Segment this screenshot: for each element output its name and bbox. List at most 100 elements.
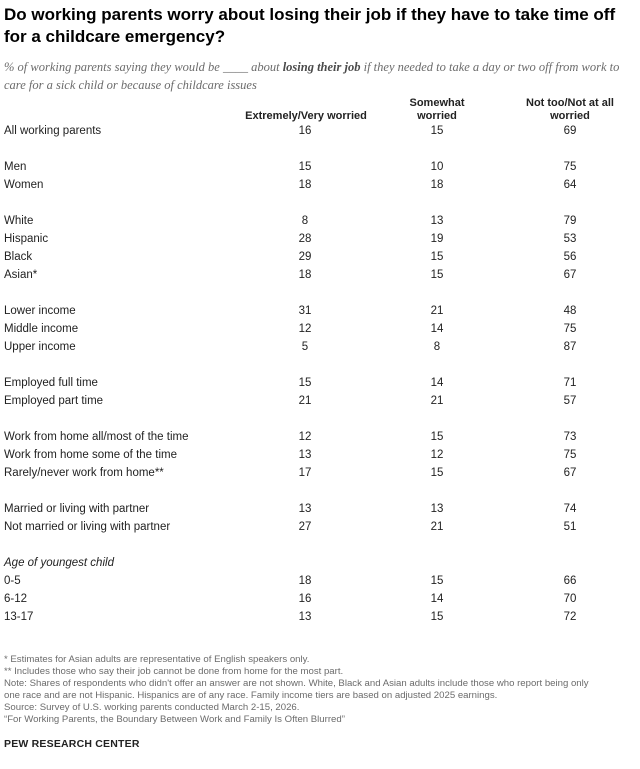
value-cell: 48 xyxy=(563,305,577,317)
value-cell: 14 xyxy=(430,377,444,389)
value-cell: 15 xyxy=(430,611,444,623)
group-label: Age of youngest child xyxy=(4,557,114,569)
value-cell: 29 xyxy=(298,251,312,263)
value-cell: 19 xyxy=(430,233,444,245)
column-header-extremely-very: Extremely/Very worried xyxy=(245,110,367,122)
value-cell: 8 xyxy=(301,215,309,227)
table-row: Hispanic 28 19 53 xyxy=(0,230,640,248)
value-cell: 14 xyxy=(430,593,444,605)
value-cell: 13 xyxy=(430,503,444,515)
value-cell: 14 xyxy=(430,323,444,335)
value-cell: 21 xyxy=(298,395,312,407)
row-label: Married or living with partner xyxy=(4,503,150,515)
value-cell: 13 xyxy=(298,449,312,461)
row-label: 13-17 xyxy=(4,611,34,623)
table-row: Asian* 18 15 67 xyxy=(0,266,640,284)
table-row: Work from home all/most of the time 12 15 7… xyxy=(0,428,640,446)
value-cell: 75 xyxy=(563,449,577,461)
source-line: Source: Survey of U.S. working parents c… xyxy=(4,702,300,713)
subtitle-after: if they needed to take a day or two off … xyxy=(4,60,620,92)
table-row: Men 15 10 75 xyxy=(0,158,640,176)
value-cell: 18 xyxy=(298,269,312,281)
table-row: Work from home some of the time 13 12 75 xyxy=(0,446,640,464)
value-cell: 69 xyxy=(563,125,577,137)
table-row: Upper income 5 8 87 xyxy=(0,338,640,356)
row-label: Black xyxy=(4,251,33,263)
value-cell: 15 xyxy=(430,251,444,263)
subtitle-before: % of working parents saying they would b… xyxy=(4,60,283,74)
table-row: Lower income 31 21 48 xyxy=(0,302,640,320)
row-label: Rarely/never work from home** xyxy=(4,467,164,479)
footnote-asian: * Estimates for Asian adults are represe… xyxy=(4,654,310,665)
value-cell: 15 xyxy=(430,125,444,137)
value-cell: 21 xyxy=(430,521,444,533)
row-label: Lower income xyxy=(4,305,76,317)
value-cell: 5 xyxy=(301,341,309,353)
table-row: All working parents 16 15 69 xyxy=(0,122,640,140)
table-row: 6-12 16 14 70 xyxy=(0,590,640,608)
value-cell: 16 xyxy=(298,125,312,137)
value-cell: 53 xyxy=(563,233,577,245)
row-label: Employed full time xyxy=(4,377,98,389)
value-cell: 87 xyxy=(563,341,577,353)
value-cell: 18 xyxy=(298,575,312,587)
value-cell: 16 xyxy=(298,593,312,605)
value-cell: 71 xyxy=(563,377,577,389)
value-cell: 27 xyxy=(298,521,312,533)
value-cell: 57 xyxy=(563,395,577,407)
value-cell: 15 xyxy=(430,575,444,587)
value-cell: 31 xyxy=(298,305,312,317)
chart-title: Do working parents worry about losing th… xyxy=(4,5,616,46)
row-label: Work from home all/most of the time xyxy=(4,431,189,443)
note-line-2: one race and are not Hispanic. Hispanics… xyxy=(4,690,498,701)
table-row: 13-17 13 15 72 xyxy=(0,608,640,626)
footnotes: * Estimates for Asian adults are represe… xyxy=(4,654,636,726)
value-cell: 70 xyxy=(563,593,577,605)
table-row: Black 29 15 56 xyxy=(0,248,640,266)
value-cell: 18 xyxy=(430,179,444,191)
value-cell: 73 xyxy=(563,431,577,443)
row-label: Employed part time xyxy=(4,395,104,407)
value-cell: 67 xyxy=(563,269,577,281)
table-row: Women 18 18 64 xyxy=(0,176,640,194)
value-cell: 10 xyxy=(430,161,444,173)
row-label: Middle income xyxy=(4,323,79,335)
table-row: Not married or living with partner 27 21 51 xyxy=(0,518,640,536)
value-cell: 67 xyxy=(563,467,577,479)
row-label: Women xyxy=(4,179,44,191)
value-cell: 8 xyxy=(433,341,441,353)
row-label: All working parents xyxy=(4,125,102,137)
table-row: 0-5 18 15 66 xyxy=(0,572,640,590)
value-cell: 13 xyxy=(298,503,312,515)
table-row: White 8 13 79 xyxy=(0,212,640,230)
value-cell: 79 xyxy=(563,215,577,227)
pew-logo: PEW RESEARCH CENTER xyxy=(4,738,140,750)
value-cell: 64 xyxy=(563,179,577,191)
value-cell: 15 xyxy=(430,431,444,443)
row-label: Not married or living with partner xyxy=(4,521,171,533)
row-label: Hispanic xyxy=(4,233,49,245)
value-cell: 74 xyxy=(563,503,577,515)
value-cell: 12 xyxy=(430,449,444,461)
row-label: 6-12 xyxy=(4,593,28,605)
row-label: White xyxy=(4,215,34,227)
value-cell: 18 xyxy=(298,179,312,191)
value-cell: 15 xyxy=(298,161,312,173)
table-row: Employed part time 21 21 57 xyxy=(0,392,640,410)
value-cell: 56 xyxy=(563,251,577,263)
value-cell: 21 xyxy=(430,305,444,317)
row-label: Asian* xyxy=(4,269,38,281)
value-cell: 15 xyxy=(430,467,444,479)
footnote-wfh: ** Includes those who say their job cann… xyxy=(4,666,344,677)
value-cell: 28 xyxy=(298,233,312,245)
table-row: Employed full time 15 14 71 xyxy=(0,374,640,392)
value-cell: 17 xyxy=(298,467,312,479)
note-line-1: Note: Shares of respondents who didn't o… xyxy=(4,678,589,689)
row-label: Work from home some of the time xyxy=(4,449,177,461)
value-cell: 13 xyxy=(430,215,444,227)
table-row: Married or living with partner 13 13 74 xyxy=(0,500,640,518)
table-row: Rarely/never work from home** 17 15 67 xyxy=(0,464,640,482)
value-cell: 15 xyxy=(298,377,312,389)
table-row: Middle income 12 14 75 xyxy=(0,320,640,338)
value-cell: 51 xyxy=(563,521,577,533)
